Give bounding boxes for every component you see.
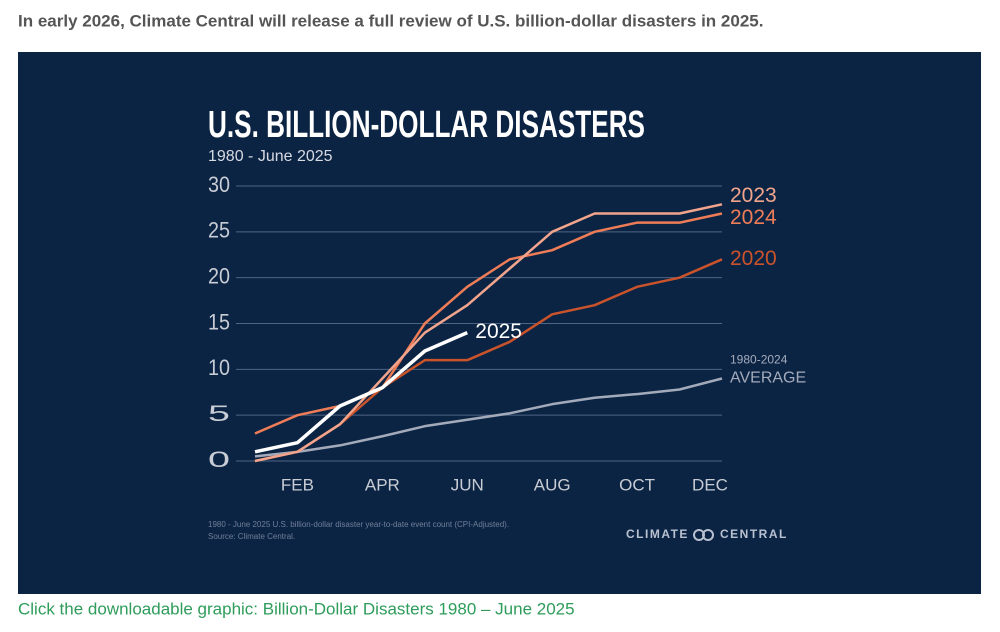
series-line xyxy=(254,377,723,458)
legend-label: 2023 xyxy=(730,184,777,207)
x-tick-label: DEC xyxy=(692,475,728,494)
x-tick-label: FEB xyxy=(281,475,314,494)
y-tick-label: 20 xyxy=(208,263,230,288)
x-tick-label: AUG xyxy=(534,475,571,494)
series-line xyxy=(254,331,468,454)
chart-subtitle: 1980 - June 2025 xyxy=(208,148,333,165)
legend-label: 2020 xyxy=(730,247,777,270)
caption-link[interactable]: Click the downloadable graphic: Billion-… xyxy=(18,599,575,618)
brand-logo xyxy=(702,529,714,541)
y-tick-label: 5 xyxy=(208,401,230,426)
series-line xyxy=(254,212,723,435)
header-text: In early 2026, Climate Central will rele… xyxy=(18,11,763,30)
brand-right: CENTRAL xyxy=(720,527,788,541)
y-tick-label: 15 xyxy=(208,309,230,334)
legend-label: 1980-2024 xyxy=(730,353,788,367)
legend-label: 2025 xyxy=(475,320,522,343)
legend-label: 2024 xyxy=(730,206,777,229)
y-tick-label: 0 xyxy=(208,447,230,472)
source: Source: Climate Central. xyxy=(208,532,295,541)
brand-left: CLIMATE xyxy=(626,527,689,541)
x-tick-label: APR xyxy=(365,475,400,494)
x-tick-label: JUN xyxy=(451,475,484,494)
footnote: 1980 - June 2025 U.S. billion-dollar dis… xyxy=(208,520,509,529)
y-tick-label: 25 xyxy=(208,218,230,243)
y-tick-label: 10 xyxy=(208,355,230,380)
chart-title: U.S. BILLION-DOLLAR DISASTERS xyxy=(208,104,645,146)
y-tick-label: 30 xyxy=(208,172,230,197)
x-tick-label: OCT xyxy=(619,475,655,494)
series-line xyxy=(254,203,723,463)
legend-label: AVERAGE xyxy=(730,370,806,387)
